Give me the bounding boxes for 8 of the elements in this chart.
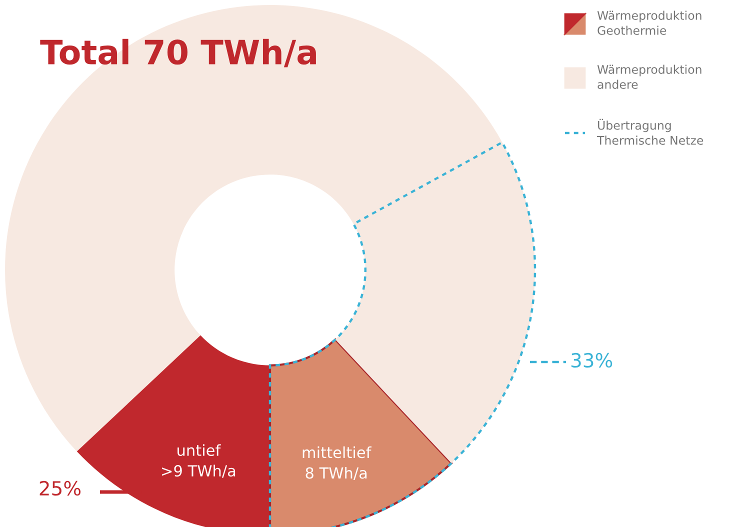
slice-label: mitteltief 8 TWh/a xyxy=(302,446,372,480)
slice-label: untief >9 TWh/a xyxy=(162,444,236,478)
text: Total 70 TWh/a xyxy=(40,38,316,68)
text: Wärmeproduktion Geothermie xyxy=(597,10,702,35)
text: Übertragung Thermische Netze xyxy=(596,118,704,145)
text: Wärmeproduktion andere xyxy=(597,64,702,89)
text: 25% xyxy=(40,480,81,496)
text: 33% xyxy=(571,352,612,368)
